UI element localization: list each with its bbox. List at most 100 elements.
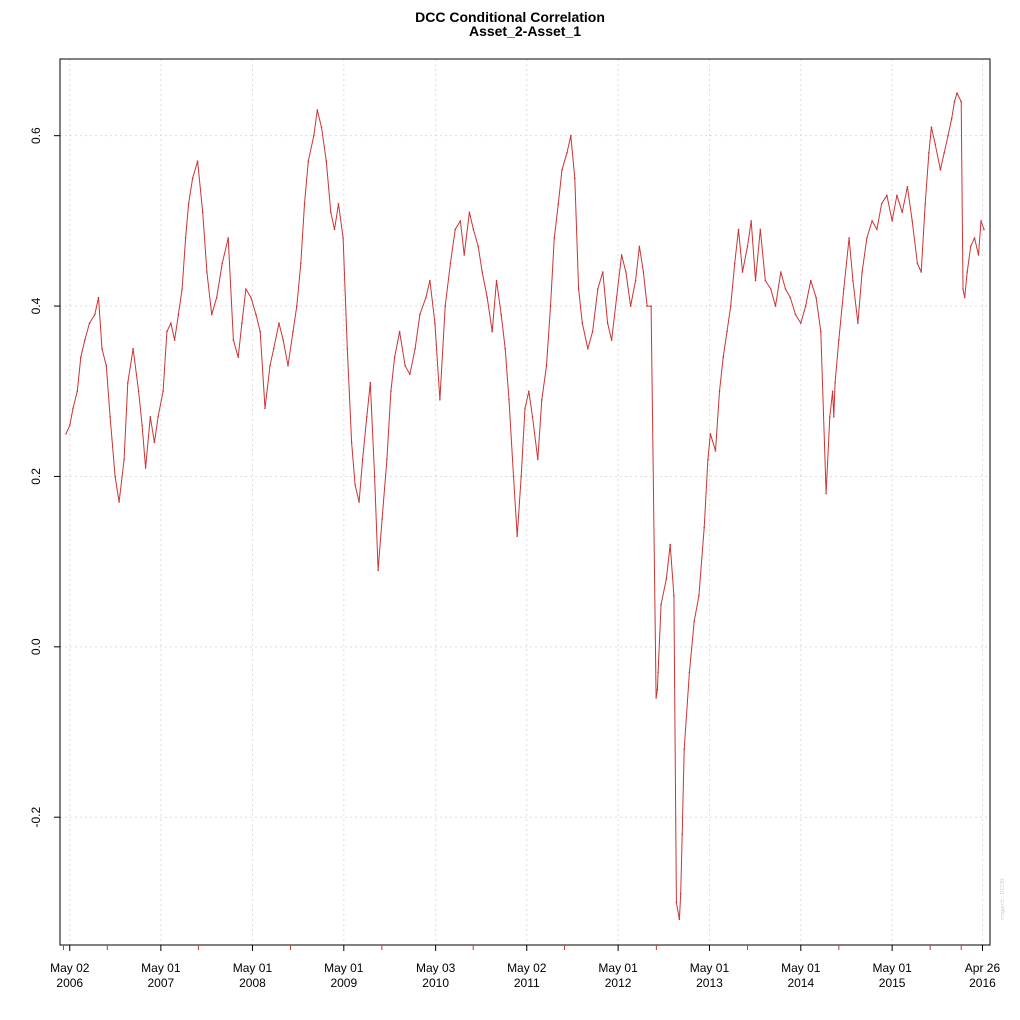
data-point xyxy=(960,100,962,103)
x-tick-label-year: 2011 xyxy=(514,976,540,990)
data-point xyxy=(681,833,683,836)
data-point xyxy=(419,313,421,316)
data-point xyxy=(693,620,695,623)
x-tick-label-year: 2015 xyxy=(879,976,906,990)
x-tick-label-year: 2012 xyxy=(605,976,632,990)
x-tick-label-year: 2008 xyxy=(239,976,266,990)
data-point xyxy=(454,228,457,231)
data-point xyxy=(149,416,152,418)
x-tick-label-date: May 01 xyxy=(781,961,821,975)
chart-title: DCC Conditional Correlation xyxy=(415,9,605,25)
data-point xyxy=(553,237,556,239)
data-point xyxy=(221,262,223,265)
data-point xyxy=(303,203,306,205)
data-point xyxy=(794,313,797,316)
data-point xyxy=(920,271,922,273)
data-point xyxy=(524,407,526,410)
data-point xyxy=(272,347,275,350)
data-point xyxy=(891,220,893,222)
data-point xyxy=(512,475,515,478)
data-point xyxy=(718,390,721,393)
data-point xyxy=(313,134,315,137)
data-point xyxy=(962,288,964,290)
data-point xyxy=(346,347,349,350)
data-point xyxy=(337,203,340,205)
data-point xyxy=(939,169,942,171)
data-point xyxy=(707,458,709,461)
data-point xyxy=(350,441,353,444)
data-point xyxy=(292,330,294,333)
data-point xyxy=(114,475,116,478)
data-point xyxy=(206,271,208,273)
data-point xyxy=(153,441,156,444)
data-point xyxy=(610,339,613,341)
data-point xyxy=(241,322,243,324)
grid-lines xyxy=(60,59,990,945)
y-tick-label: 0.2 xyxy=(29,468,43,485)
data-point xyxy=(848,237,850,239)
x-tick-label-date: May 01 xyxy=(690,961,730,975)
data-point xyxy=(675,901,678,904)
data-point xyxy=(358,501,360,503)
data-point xyxy=(930,126,933,128)
x-tick-label-year: 2016 xyxy=(969,976,996,990)
data-point xyxy=(829,416,831,418)
data-point xyxy=(906,186,909,188)
data-point xyxy=(950,117,953,120)
data-point xyxy=(491,330,494,333)
data-point xyxy=(201,211,204,214)
data-point xyxy=(245,288,247,290)
y-axis: -0.2 0.0 0.2 0.4 0.6 xyxy=(29,127,60,828)
data-point xyxy=(911,220,913,222)
plot-frame xyxy=(59,58,991,946)
data-point xyxy=(377,569,379,571)
data-point xyxy=(679,893,682,895)
data-point xyxy=(259,330,262,333)
data-point xyxy=(184,237,187,239)
x-tick-label-year: 2007 xyxy=(148,976,175,990)
data-point xyxy=(770,288,772,290)
data-point xyxy=(508,399,510,401)
data-point xyxy=(597,288,599,290)
data-point xyxy=(741,271,744,273)
data-point xyxy=(669,543,671,546)
data-point xyxy=(764,279,767,282)
data-point xyxy=(320,126,323,128)
data-point xyxy=(463,254,466,256)
data-point xyxy=(137,390,140,393)
y-tick-label: -0.2 xyxy=(29,807,43,828)
data-point xyxy=(737,228,740,231)
x-tick-label-date: May 02 xyxy=(507,961,547,975)
data-point xyxy=(69,424,71,427)
data-point xyxy=(754,279,757,282)
data-point xyxy=(84,339,86,341)
data-point xyxy=(528,390,530,393)
data-point xyxy=(642,271,645,273)
data-point xyxy=(255,313,257,316)
data-point xyxy=(361,458,364,461)
data-point xyxy=(342,237,344,239)
data-point xyxy=(698,594,700,597)
data-point xyxy=(934,143,936,145)
series-line-0 xyxy=(65,92,985,920)
x-tick-label-date: May 01 xyxy=(233,961,273,975)
data-point xyxy=(516,535,518,537)
data-point xyxy=(333,228,336,231)
data-point xyxy=(880,203,883,205)
data-point xyxy=(287,364,289,367)
data-point xyxy=(591,330,594,333)
data-point xyxy=(650,305,652,307)
data-point xyxy=(966,271,968,273)
x-tick-label-date: May 01 xyxy=(872,961,912,975)
data-point xyxy=(629,305,632,307)
data-point xyxy=(831,390,834,393)
x-tick-label-year: 2014 xyxy=(787,976,814,990)
data-point xyxy=(282,339,285,341)
data-point xyxy=(486,296,489,299)
data-point xyxy=(834,381,836,384)
data-point xyxy=(545,364,548,367)
data-point xyxy=(638,245,641,248)
x-tick-label-year: 2010 xyxy=(422,976,449,990)
data-point xyxy=(366,416,368,418)
data-point xyxy=(606,322,609,324)
